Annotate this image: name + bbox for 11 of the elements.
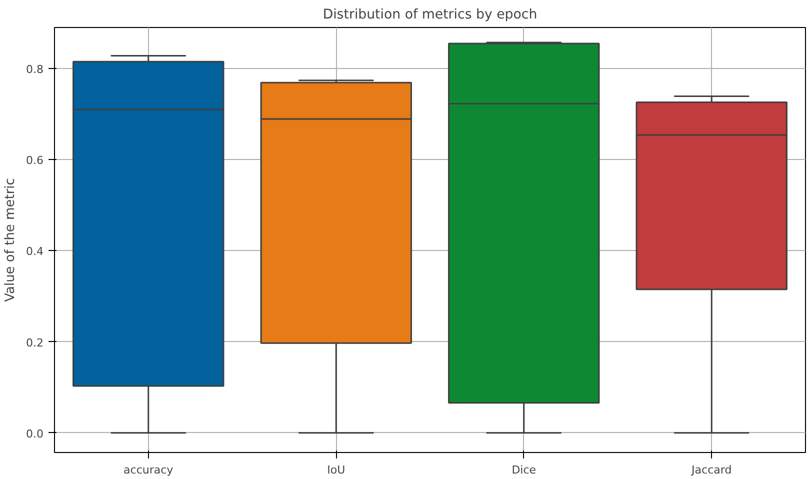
x-tick-label: accuracy	[124, 464, 174, 476]
y-tick-label: 0.6	[26, 154, 44, 168]
x-tick-label: Dice	[512, 464, 536, 476]
y-tick-label: 0.0	[26, 427, 44, 440]
y-tick-label: 0.4	[26, 245, 44, 258]
chart-title: Distribution of metrics by epoch	[322, 8, 538, 22]
y-axis-title: Value of the metric	[3, 178, 18, 302]
x-tick-label: IoU	[327, 464, 346, 476]
x-tick-label: Jaccard	[690, 464, 732, 476]
y-tick-label: 0.8	[26, 62, 44, 76]
y-tick-label: 0.2	[26, 336, 44, 350]
